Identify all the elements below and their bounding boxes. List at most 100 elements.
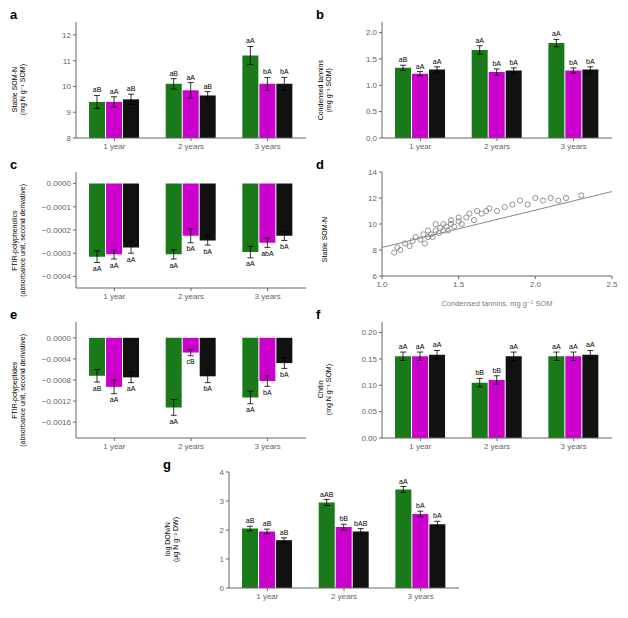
svg-text:2 years: 2 years — [178, 142, 204, 151]
svg-text:0: 0 — [220, 584, 225, 593]
svg-text:cB: cB — [187, 358, 196, 365]
svg-text:0.05: 0.05 — [361, 407, 377, 416]
svg-text:2.5: 2.5 — [606, 280, 618, 289]
svg-text:3 years: 3 years — [255, 292, 281, 301]
svg-text:aB: aB — [169, 70, 178, 77]
svg-text:aA: aA — [127, 385, 136, 392]
svg-text:1 year: 1 year — [409, 142, 432, 151]
svg-text:bA: bA — [569, 59, 578, 66]
svg-text:2 years: 2 years — [178, 442, 204, 451]
svg-text:1 year: 1 year — [409, 442, 432, 451]
svg-text:aAB: aAB — [320, 491, 334, 498]
svg-text:bA: bA — [280, 68, 289, 75]
svg-text:3 years: 3 years — [561, 442, 587, 451]
svg-text:bA: bA — [586, 58, 595, 65]
svg-text:bA: bA — [416, 502, 425, 509]
svg-text:−0.0016: −0.0016 — [42, 418, 72, 427]
svg-text:2.0: 2.0 — [366, 28, 378, 37]
svg-text:aA: aA — [475, 37, 484, 44]
svg-text:2 years: 2 years — [484, 442, 510, 451]
svg-text:−0.0003: −0.0003 — [42, 249, 72, 258]
svg-text:2 years: 2 years — [484, 142, 510, 151]
svg-text:−0.0004: −0.0004 — [42, 355, 72, 364]
svg-text:aB: aB — [399, 56, 408, 63]
svg-text:abA: abA — [261, 250, 274, 257]
svg-text:2 years: 2 years — [331, 592, 357, 601]
svg-text:bA: bA — [263, 68, 272, 75]
svg-text:bA: bA — [509, 59, 518, 66]
svg-text:1.0: 1.0 — [366, 81, 378, 90]
svg-text:aA: aA — [552, 343, 561, 350]
svg-text:−0.0008: −0.0008 — [42, 376, 72, 385]
svg-text:bB: bB — [339, 515, 348, 522]
svg-text:aA: aA — [186, 74, 195, 81]
svg-text:aA: aA — [110, 262, 119, 269]
svg-text:10: 10 — [368, 220, 377, 229]
svg-text:0.00: 0.00 — [361, 434, 377, 443]
svg-text:12: 12 — [62, 31, 71, 40]
svg-text:3 years: 3 years — [255, 442, 281, 451]
svg-text:−0.0002: −0.0002 — [42, 226, 72, 235]
svg-text:bA: bA — [186, 245, 195, 252]
svg-text:bA: bA — [280, 371, 289, 378]
svg-text:aA: aA — [552, 30, 561, 37]
svg-text:bAB: bAB — [354, 520, 368, 527]
svg-text:9: 9 — [67, 108, 72, 117]
svg-text:aA: aA — [416, 343, 425, 350]
svg-text:−0.0012: −0.0012 — [42, 397, 72, 406]
svg-text:0.10: 0.10 — [361, 381, 377, 390]
svg-text:aB: aB — [246, 517, 255, 524]
svg-text:4: 4 — [220, 468, 225, 477]
svg-text:bA: bA — [433, 512, 442, 519]
svg-text:3 years: 3 years — [255, 142, 281, 151]
svg-text:aA: aA — [246, 37, 255, 44]
svg-text:1.5: 1.5 — [453, 280, 465, 289]
svg-text:aB: aB — [93, 385, 102, 392]
svg-text:0.5: 0.5 — [366, 107, 378, 116]
svg-text:1 year: 1 year — [103, 142, 126, 151]
svg-text:aA: aA — [399, 343, 408, 350]
svg-text:aA: aA — [246, 406, 255, 413]
svg-text:0.20: 0.20 — [361, 328, 377, 337]
svg-text:3 years: 3 years — [408, 592, 434, 601]
svg-text:Condensed tannins, mg g⁻¹ SOM: Condensed tannins, mg g⁻¹ SOM — [441, 299, 552, 308]
svg-text:aA: aA — [110, 88, 119, 95]
svg-text:aB: aB — [263, 520, 272, 527]
svg-text:bA: bA — [203, 248, 212, 255]
svg-text:aB: aB — [280, 529, 289, 536]
svg-text:aA: aA — [433, 341, 442, 348]
svg-text:1.5: 1.5 — [366, 55, 378, 64]
svg-text:1 year: 1 year — [256, 592, 279, 601]
svg-text:1.0: 1.0 — [376, 280, 388, 289]
svg-text:14: 14 — [368, 168, 377, 177]
svg-text:10: 10 — [62, 82, 71, 91]
svg-text:3: 3 — [220, 497, 225, 506]
svg-text:1: 1 — [220, 555, 225, 564]
svg-text:bA: bA — [203, 385, 212, 392]
svg-text:bB: bB — [475, 369, 484, 376]
svg-text:aA: aA — [399, 478, 408, 485]
svg-text:aA: aA — [169, 262, 178, 269]
svg-text:aA: aA — [416, 63, 425, 70]
svg-text:6: 6 — [373, 272, 378, 281]
svg-text:aB: aB — [127, 85, 136, 92]
svg-text:aA: aA — [509, 343, 518, 350]
svg-text:12: 12 — [368, 194, 377, 203]
svg-text:aA: aA — [569, 343, 578, 350]
svg-text:aA: aA — [586, 341, 595, 348]
svg-text:8: 8 — [373, 246, 378, 255]
svg-text:bA: bA — [280, 243, 289, 250]
svg-text:3 years: 3 years — [561, 142, 587, 151]
svg-text:2 years: 2 years — [178, 292, 204, 301]
svg-text:1 year: 1 year — [103, 292, 126, 301]
svg-text:aB: aB — [93, 86, 102, 93]
svg-text:2: 2 — [220, 526, 225, 535]
svg-text:−0.0001: −0.0001 — [42, 203, 72, 212]
svg-text:aA: aA — [127, 256, 136, 263]
svg-text:aB: aB — [203, 83, 212, 90]
svg-text:aA: aA — [93, 265, 102, 272]
svg-text:bB: bB — [492, 367, 501, 374]
svg-text:0.0: 0.0 — [366, 134, 378, 143]
svg-text:0.15: 0.15 — [361, 355, 377, 364]
svg-text:aA: aA — [433, 58, 442, 65]
